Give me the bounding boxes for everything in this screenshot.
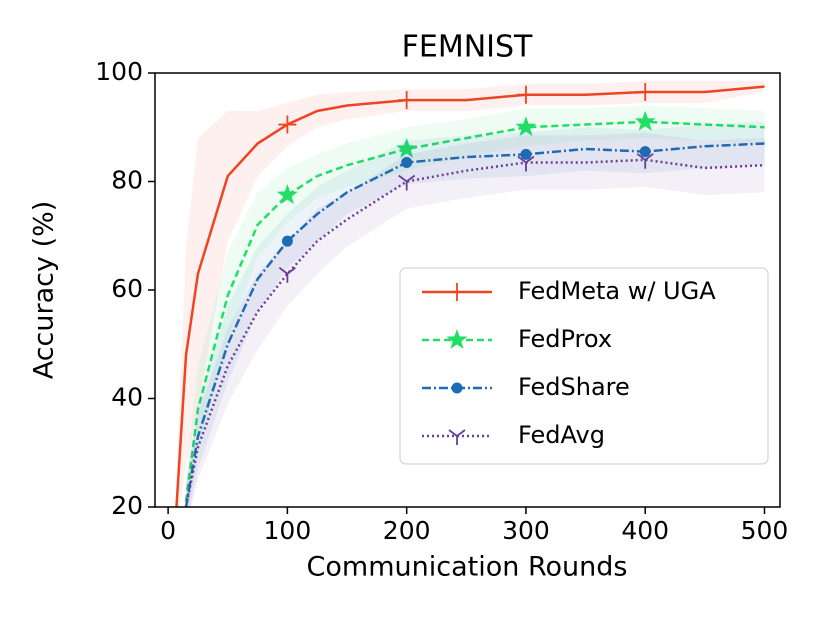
y-axis-label: Accuracy (%) [29, 201, 60, 380]
plot-area [175, 81, 765, 507]
marker [636, 82, 655, 101]
x-tick-label: 300 [502, 516, 550, 545]
legend-label: FedAvg [518, 421, 605, 449]
marker [636, 153, 654, 169]
marker [520, 148, 532, 160]
marker [276, 184, 298, 204]
chart-title: FEMNIST [402, 30, 533, 65]
marker [446, 329, 468, 349]
marker [396, 138, 418, 158]
x-tick-label: 200 [383, 516, 431, 545]
marker [278, 267, 296, 283]
marker [517, 155, 535, 172]
marker [448, 283, 466, 301]
marker [516, 85, 535, 104]
y-tick-label: 100 [95, 57, 143, 86]
y-tick-label: 60 [111, 274, 143, 303]
y-tick-label: 40 [111, 383, 143, 412]
marker [451, 382, 463, 394]
legend: FedMeta w/ UGA FedProx FedShare FedAvg [399, 267, 769, 465]
marker [401, 157, 413, 169]
legend-box [399, 267, 769, 465]
x-tick-label: 500 [741, 516, 789, 545]
y-tick-label: 20 [111, 491, 143, 520]
series-line [184, 142, 765, 507]
marker [448, 429, 466, 445]
series-line [175, 85, 765, 507]
error-band [186, 132, 765, 507]
x-tick-label: 0 [160, 516, 176, 545]
marker [398, 174, 416, 191]
error-band [186, 121, 765, 507]
marker [281, 235, 293, 247]
legend-label: FedShare [518, 373, 630, 401]
marker [515, 116, 537, 137]
y-tick-label: 80 [111, 166, 143, 195]
axes-frame [154, 72, 781, 508]
x-tick-label: 100 [264, 516, 312, 545]
marker [397, 91, 416, 110]
marker [639, 146, 651, 158]
x-axis-label: Communication Rounds [307, 552, 628, 583]
marker [634, 110, 656, 131]
series-line [184, 120, 765, 502]
legend-label: FedMeta w/ UGA [518, 277, 716, 305]
legend-label: FedProx [518, 325, 612, 353]
error-band [176, 81, 765, 507]
marker [278, 115, 297, 134]
x-tick-label: 400 [621, 516, 669, 545]
